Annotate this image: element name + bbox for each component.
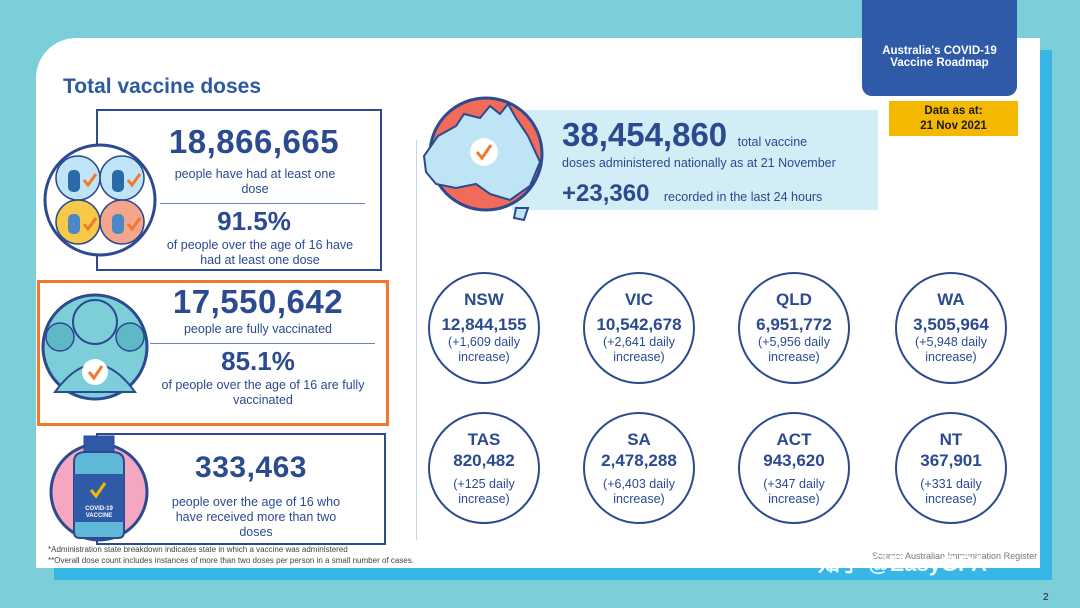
page-number: 2 <box>1043 592 1049 603</box>
total-doses-number: 38,454,860 <box>562 116 728 153</box>
state-daily-increase: (+347 daily <box>763 477 825 491</box>
fully-vaccinated-pct: 85.1% <box>221 346 295 376</box>
state-daily-increase-suffix: increase) <box>458 350 510 364</box>
state-circle-wa: WA 3,505,964 (+5,948 daily increase) <box>895 272 1007 384</box>
state-abbr: QLD <box>776 290 812 309</box>
state-daily-increase: (+125 daily <box>453 477 515 491</box>
state-circle-sa: SA 2,478,288 (+6,403 daily increase) <box>583 412 695 524</box>
state-circle-act: ACT 943,620 (+347 daily increase) <box>738 412 850 524</box>
vertical-divider <box>416 140 417 540</box>
state-circle-tas: TAS 820,482 (+125 daily increase) <box>428 412 540 524</box>
footnote-2: **Overall dose count includes instances … <box>48 556 414 565</box>
state-daily-increase-suffix: increase) <box>613 350 665 364</box>
fully-vaccinated-desc: people are fully vaccinated <box>183 322 332 336</box>
state-circle-nt: NT 367,901 (+331 daily increase) <box>895 412 1007 524</box>
page-title: Total vaccine doses <box>63 75 262 98</box>
source-text: Source: Australian Immunisation Register <box>872 551 1038 561</box>
divider <box>160 203 365 204</box>
roadmap-banner: Australia's COVID-19 Vaccine Roadmap <box>862 0 1017 96</box>
fully-vaccinated-number: 17,550,642 <box>172 283 344 320</box>
divider <box>150 343 375 344</box>
at-least-one-dose-pct: 91.5% <box>217 206 291 236</box>
state-daily-increase: (+1,609 daily <box>448 335 520 349</box>
state-abbr: WA <box>937 290 965 309</box>
footnote-1: *Administration state breakdown indicate… <box>48 545 348 554</box>
state-doses: 367,901 <box>920 451 982 470</box>
fully-vaccinated-pct-desc: of people over the age of 16 are fully v… <box>161 378 365 407</box>
total-doses-suffix: total vaccine <box>737 135 808 149</box>
vial-label-line2: VACCINE <box>86 513 113 519</box>
state-daily-increase-suffix: increase) <box>613 492 665 506</box>
at-least-one-dose-desc: people have had at least one dose <box>174 167 336 196</box>
state-doses: 6,951,772 <box>756 315 832 334</box>
state-daily-increase: (+2,641 daily <box>603 335 675 349</box>
data-as-at-badge: Data as at: 21 Nov 2021 <box>889 101 1018 136</box>
vaccine-vial-icon: COVID-19 VACCINE <box>49 435 149 542</box>
people-vaccinated-icon <box>43 143 157 257</box>
state-doses: 820,482 <box>453 451 515 470</box>
australia-map-icon <box>422 96 544 222</box>
state-abbr: NT <box>939 430 963 449</box>
data-as-at-date: 21 Nov 2021 <box>920 119 987 132</box>
fully-vaccinated-people-icon <box>41 293 149 401</box>
state-abbr: SA <box>627 430 651 449</box>
state-daily-increase-suffix: increase) <box>768 492 820 506</box>
state-daily-increase: (+5,948 daily <box>915 335 987 349</box>
roadmap-line1: Australia's COVID-19 <box>882 45 997 57</box>
state-doses: 12,844,155 <box>441 315 527 334</box>
roadmap-line2: Vaccine Roadmap <box>890 57 989 69</box>
state-daily-increase-suffix: increase) <box>458 492 510 506</box>
state-daily-increase-suffix: increase) <box>925 492 977 506</box>
total-doses-desc: doses administered nationally as at 21 N… <box>562 156 836 170</box>
more-than-two-doses-desc: people over the age of 16 who have recei… <box>171 495 341 539</box>
vial-label-line1: COVID-19 <box>85 506 113 512</box>
more-than-two-doses-number: 333,463 <box>195 451 307 484</box>
state-daily-increase-suffix: increase) <box>768 350 820 364</box>
state-doses: 943,620 <box>763 451 825 470</box>
state-doses: 3,505,964 <box>913 315 989 334</box>
state-daily-increase: (+6,403 daily <box>603 477 675 491</box>
state-circle-qld: QLD 6,951,772 (+5,956 daily increase) <box>738 272 850 384</box>
at-least-one-dose-number: 18,866,665 <box>168 123 340 160</box>
state-daily-increase: (+331 daily <box>920 477 982 491</box>
watermark: 知乎 @EasyGPA <box>818 551 987 576</box>
state-doses: 10,542,678 <box>596 315 682 334</box>
at-least-one-dose-pct-desc: of people over the age of 16 have had at… <box>166 238 354 267</box>
state-abbr: TAS <box>467 430 501 449</box>
state-abbr: NSW <box>464 290 504 309</box>
daily-doses-number: +23,360 <box>562 180 650 207</box>
state-daily-increase: (+5,956 daily <box>758 335 830 349</box>
daily-doses-desc: recorded in the last 24 hours <box>663 190 823 204</box>
state-circle-nsw: NSW 12,844,155 (+1,609 daily increase) <box>428 272 540 384</box>
state-abbr: VIC <box>624 290 654 309</box>
state-circle-vic: VIC 10,542,678 (+2,641 daily increase) <box>583 272 695 384</box>
state-abbr: ACT <box>776 430 812 449</box>
state-daily-increase-suffix: increase) <box>925 350 977 364</box>
panel-fully-vaccinated: 17,550,642 people are fully vaccinated 8… <box>37 280 389 426</box>
state-doses: 2,478,288 <box>601 451 677 470</box>
data-as-at-label: Data as at: <box>924 104 983 117</box>
total-doses-box: 38,454,860 total vaccine doses administe… <box>512 110 878 210</box>
